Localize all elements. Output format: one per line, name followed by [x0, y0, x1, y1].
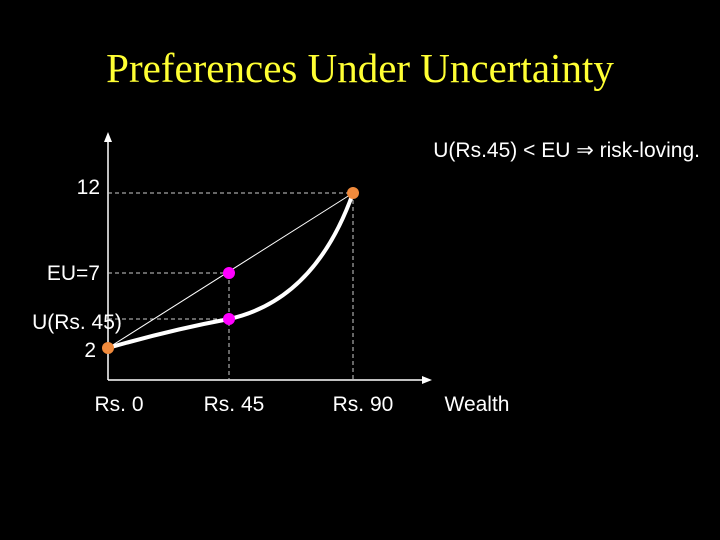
title: Preferences Under Uncertainty — [106, 45, 614, 91]
point — [102, 342, 114, 354]
y-label: EU=7 — [47, 262, 100, 285]
x-label: Rs. 90 — [333, 393, 394, 416]
y-label: U(Rs. 45) — [32, 311, 122, 334]
point — [223, 313, 235, 325]
guides — [108, 192, 354, 380]
note: U(Rs.45) < EU ⇒ risk-loving. — [433, 139, 700, 162]
x-label: Rs. 45 — [204, 393, 265, 416]
y-label: 12 — [77, 176, 100, 199]
x-label: Wealth — [445, 393, 510, 416]
point — [347, 187, 359, 199]
y-label: 2 — [84, 339, 96, 362]
x-label: Rs. 0 — [94, 393, 143, 416]
point — [223, 267, 235, 279]
axes — [104, 132, 432, 384]
